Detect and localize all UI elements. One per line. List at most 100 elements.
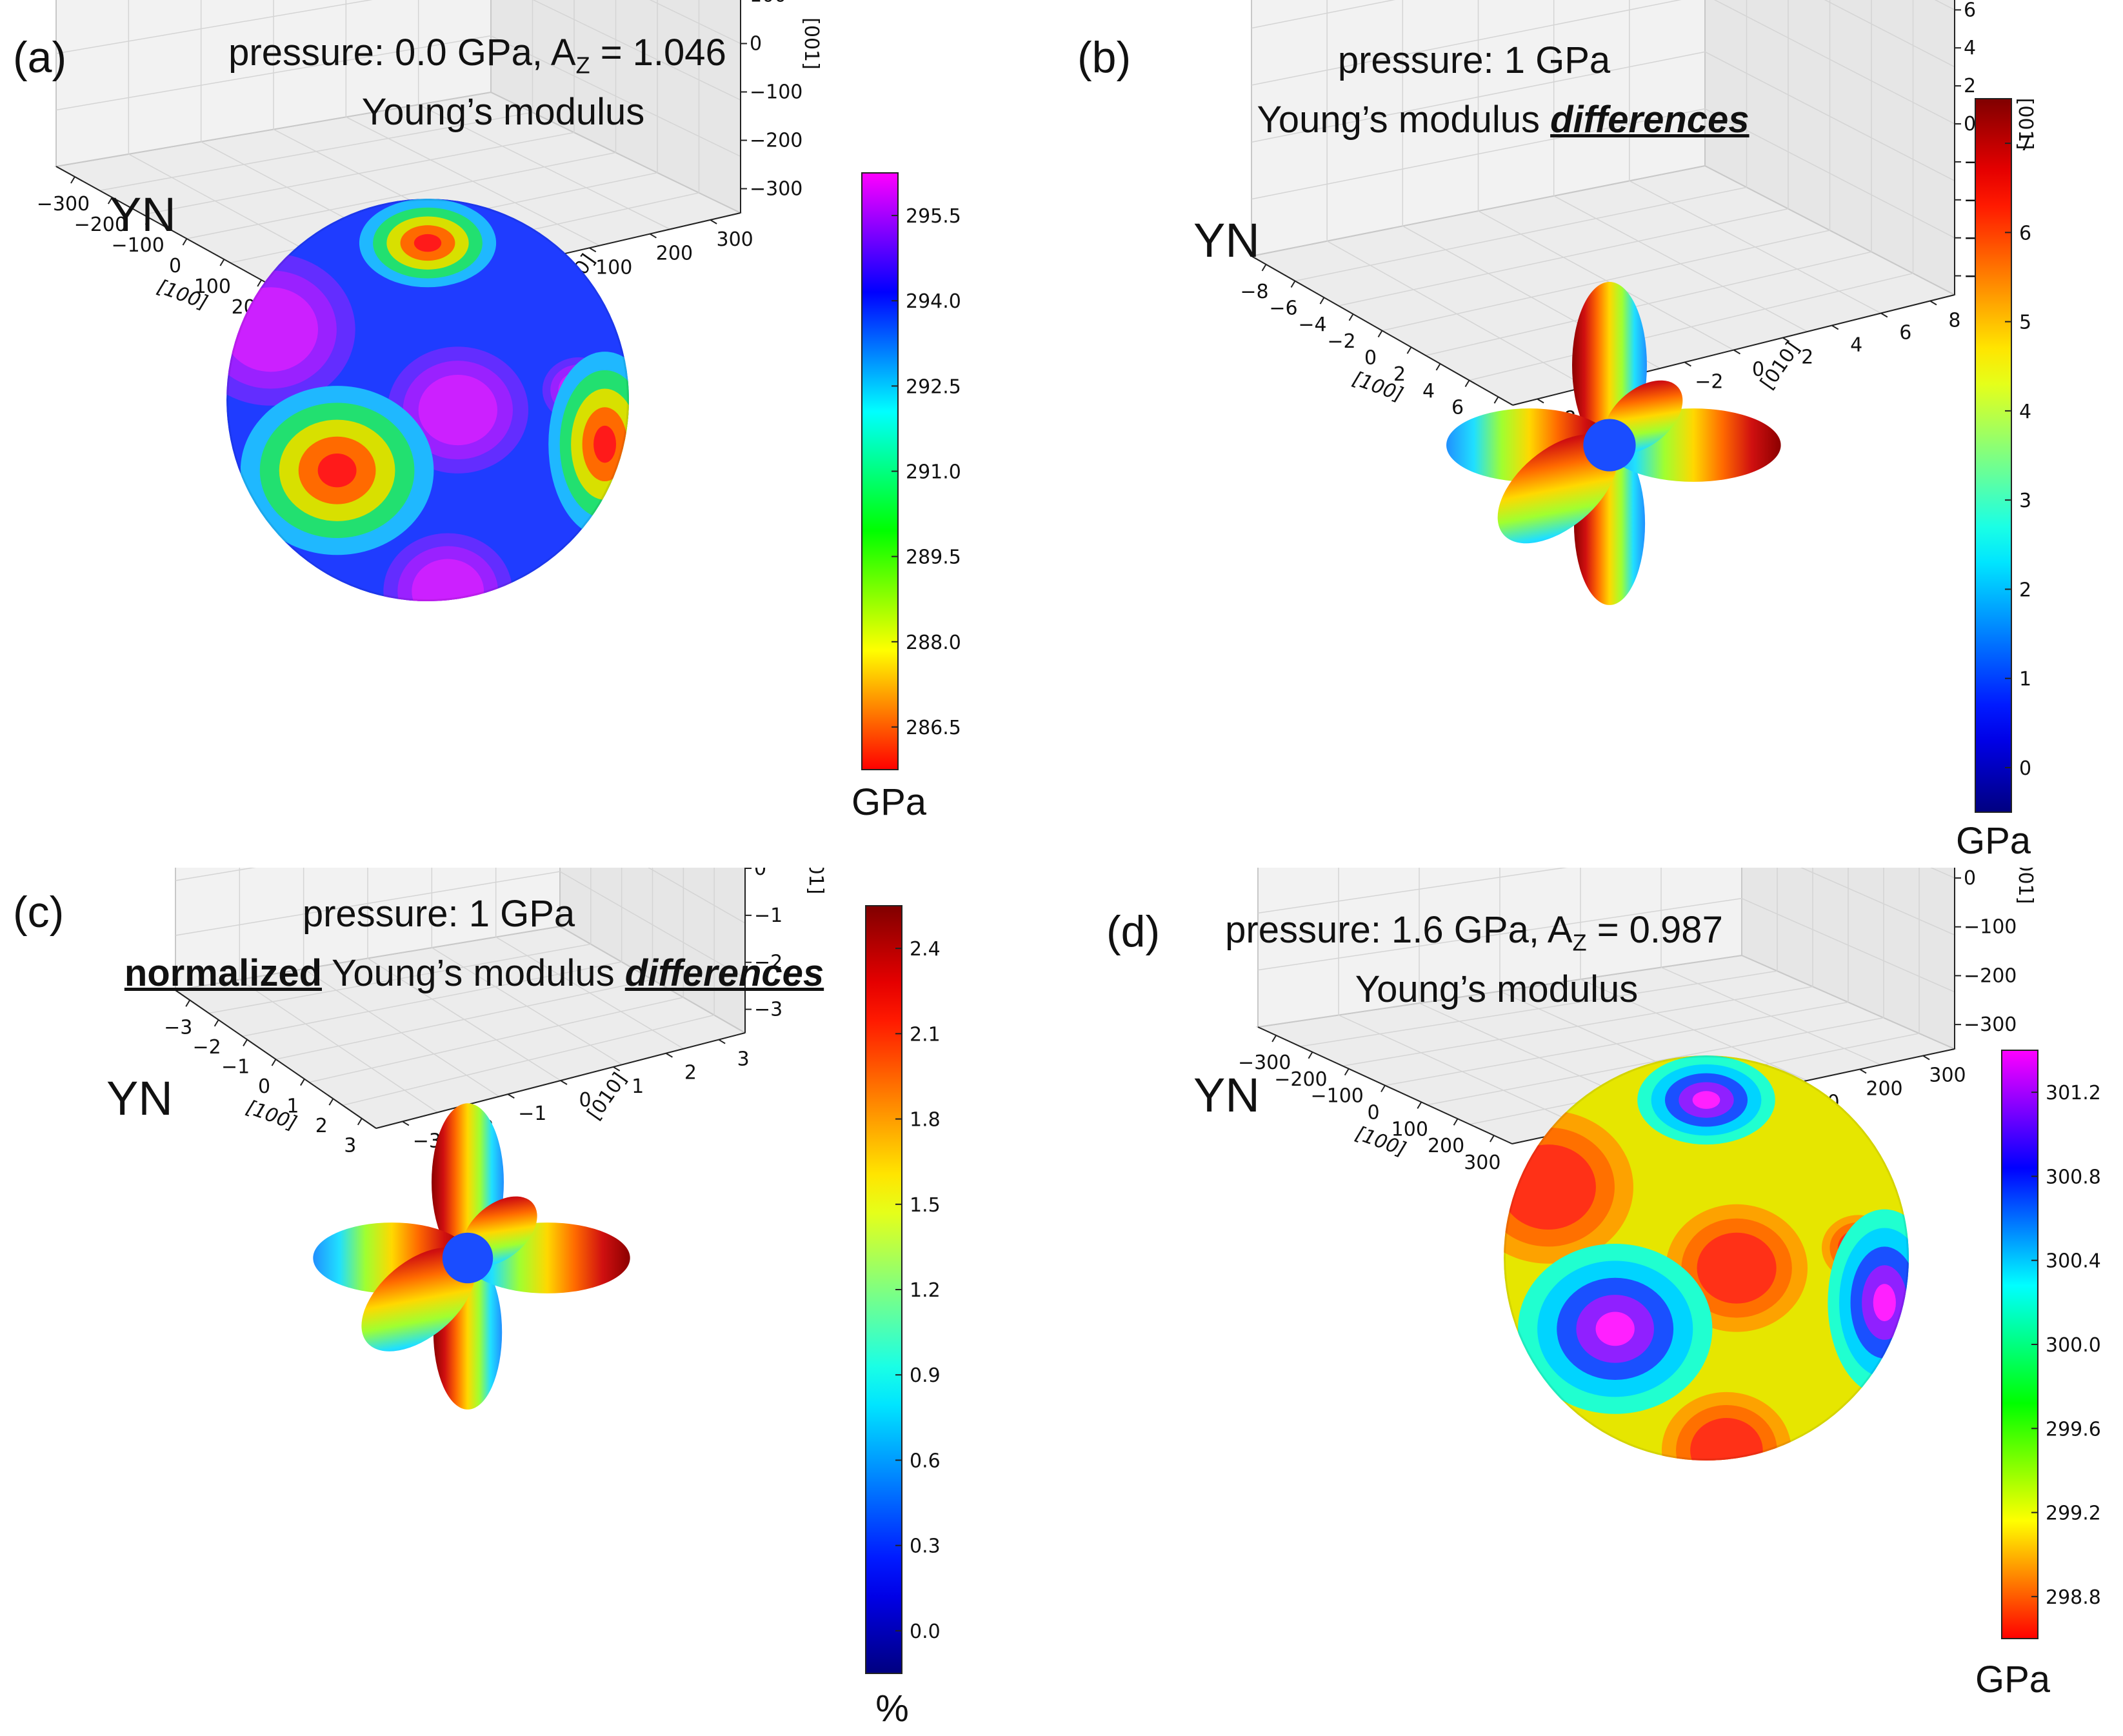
y-tick-label: 100 <box>595 256 632 279</box>
y-tick <box>1922 1055 1930 1061</box>
title-text: Young’s modulus <box>322 952 625 994</box>
title-prefix: pressure: 1 GPa <box>302 893 575 935</box>
surface-spot <box>1873 1284 1896 1321</box>
x-tick <box>328 1098 334 1106</box>
axes-box: −300−200−1000100200300[100]−300−200−1000… <box>1238 868 2037 1174</box>
x-tick-label: −200 <box>1274 1068 1327 1091</box>
y-tick <box>560 1080 568 1085</box>
title-suffix: = 0.987 <box>1586 909 1723 951</box>
z-tick-label: −300 <box>750 178 802 201</box>
panel-label: (c) <box>13 888 65 937</box>
title-line-1: pressure: 1 GPa <box>1338 39 1610 87</box>
surface-spot <box>414 234 442 252</box>
title-line-1: pressure: 1.6 GPa, AZ = 0.987 <box>1225 908 1723 957</box>
colorbar-tick-label: 299.6 <box>2046 1418 2101 1441</box>
x-tick <box>70 176 75 184</box>
colorbar-tick-label: 295.5 <box>906 205 961 228</box>
colorbar-tick-label: 4 <box>2019 401 2031 423</box>
x-tick-label: −300 <box>37 193 90 215</box>
y-tick <box>1831 324 1839 330</box>
x-tick <box>214 1019 219 1027</box>
x-tick-label: 300 <box>1464 1152 1500 1174</box>
z-tick-label: −3 <box>754 999 782 1021</box>
title-emphasis: normalized <box>124 952 322 994</box>
panel-d: −300−200−1000100200300[100]−300−200−1000… <box>1061 868 2122 1735</box>
x-tick-label: −100 <box>111 234 164 257</box>
title-prefix: pressure: 1 GPa <box>1337 39 1611 81</box>
material-label: YN <box>106 1072 173 1125</box>
z-tick-label: 0 <box>754 868 766 880</box>
colorbar-tick-label: 294.0 <box>906 290 961 313</box>
panel-b: −8−6−4−202468[100]−8−6−4−202468[010]8642… <box>1061 0 2122 868</box>
grid-line <box>1251 0 1396 29</box>
z-tick-label: −100 <box>1964 916 2017 939</box>
title-emphasis: differences <box>624 952 824 994</box>
title-line-2: normalized Young’s modulus differences <box>125 952 824 995</box>
colorbar-tick-label: 0.0 <box>910 1621 941 1643</box>
x-tick <box>1319 297 1325 304</box>
x-tick-label: 0 <box>1364 347 1377 370</box>
colorbar-tick-label: 1.8 <box>910 1109 941 1132</box>
surface <box>1446 282 1781 605</box>
x-tick <box>1406 346 1412 354</box>
grid-line <box>175 868 256 881</box>
colorbar-tick-label: 300.0 <box>2046 1334 2101 1357</box>
y-tick-label: 8 <box>1948 310 1960 332</box>
x-tick-label: 100 <box>1391 1118 1428 1141</box>
x-tick <box>1435 363 1441 371</box>
colorbar-tick-label: 286.5 <box>906 717 961 739</box>
y-tick <box>649 233 657 239</box>
colorbar-tick-label: 301.2 <box>2046 1082 2101 1104</box>
x-tick-label: 1 <box>286 1095 299 1118</box>
x-tick-label: 0 <box>169 255 181 277</box>
colorbar-unit: GPa <box>1975 1659 2051 1701</box>
z-axis-label: [001] <box>804 868 827 894</box>
y-tick <box>718 1039 726 1044</box>
surface-lobe <box>361 1247 475 1352</box>
x-tick-label: −300 <box>1238 1052 1291 1074</box>
colorbar <box>1975 98 2012 813</box>
x-tick <box>182 238 188 246</box>
surface-spot <box>593 425 617 463</box>
z-tick-label: −2 <box>754 952 782 974</box>
x-tick <box>107 197 113 205</box>
x-tick <box>1271 1035 1277 1043</box>
x-tick <box>1453 1118 1459 1126</box>
z-tick-label: −200 <box>750 130 802 152</box>
title-line-2: Young’s modulus <box>362 90 645 134</box>
y-tick <box>402 1121 410 1126</box>
colorbar-tick-label: 292.5 <box>906 375 961 398</box>
colorbar-tick-label: 1.5 <box>910 1194 941 1217</box>
y-tick <box>1880 312 1888 318</box>
plot-svg: −3−2−10123[100]−3−2−10123[010]3210−1−2−3… <box>164 868 941 1674</box>
x-tick <box>219 259 225 266</box>
y-tick <box>507 1093 515 1099</box>
surface-patch <box>1504 1144 1596 1230</box>
x-tick-label: 3 <box>344 1135 356 1157</box>
surface-patch <box>1697 1232 1777 1304</box>
z-tick-label: −300 <box>1964 1013 2017 1036</box>
x-tick <box>1308 1052 1313 1059</box>
y-tick-label: 300 <box>717 228 753 251</box>
colorbar-tick-label: 5 <box>2019 312 2031 334</box>
y-tick-label: 0 <box>1752 359 1764 381</box>
colorbar-unit: GPa <box>851 781 927 823</box>
panel-c: −3−2−10123[100]−3−2−10123[010]3210−1−2−3… <box>0 868 1061 1735</box>
colorbar-tick-label: 2 <box>2019 579 2031 601</box>
x-tick-label: 100 <box>194 275 231 298</box>
title-line-1: pressure: 0.0 GPa, AZ = 1.046 <box>228 31 726 79</box>
title-text: Young’s modulus <box>1355 968 1639 1010</box>
title-text: Young’s modulus <box>361 91 645 133</box>
colorbar-tick-label: 0.9 <box>910 1364 941 1387</box>
title-text: Young’s modulus <box>1257 99 1551 141</box>
y-tick <box>1782 337 1790 343</box>
colorbar-tick-label: 3 <box>2019 490 2031 512</box>
z-tick-label: 0 <box>1964 113 1976 135</box>
x-tick-label: −2 <box>193 1036 221 1059</box>
z-axis-label: [001] <box>800 17 822 70</box>
z-tick-label: −1 <box>754 904 782 927</box>
x-tick <box>257 279 263 287</box>
colorbar-tick-label: 7 <box>2019 133 2031 155</box>
y-tick <box>1859 1068 1867 1074</box>
x-tick <box>1464 379 1470 388</box>
